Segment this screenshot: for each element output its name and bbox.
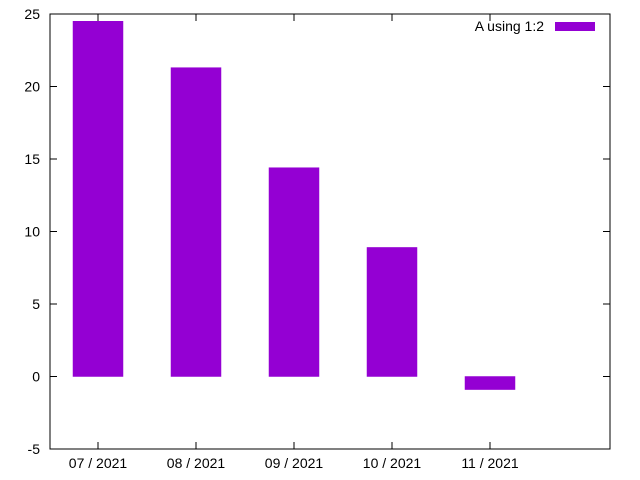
x-axis: 07 / 2021 08 / 2021 09 / 2021 10 / 2021 11 /… <box>69 14 519 471</box>
bar-10-2021 <box>366 247 418 377</box>
y-tick-label: 10 <box>24 224 40 240</box>
bar-09-2021 <box>268 167 320 377</box>
legend-swatch <box>555 22 595 31</box>
legend-label: A using 1:2 <box>475 18 544 34</box>
y-tick-label: 25 <box>24 6 40 22</box>
legend: A using 1:2 <box>475 18 595 34</box>
y-tick-label: 20 <box>24 79 40 95</box>
bar-08-2021 <box>170 67 222 377</box>
y-axis: -5 0 5 10 15 20 25 <box>24 6 610 457</box>
x-tick-label: 08 / 2021 <box>167 455 226 471</box>
y-tick-label: -5 <box>28 441 41 457</box>
bar-07-2021 <box>72 21 124 377</box>
y-tick-label: 15 <box>24 151 40 167</box>
y-tick-label: 5 <box>32 296 40 312</box>
plot-frame <box>49 13 611 450</box>
bar-series <box>72 21 516 390</box>
x-tick-label: 09 / 2021 <box>265 455 324 471</box>
x-tick-label: 11 / 2021 <box>461 455 519 471</box>
y-tick-label: 0 <box>32 369 40 385</box>
x-tick-label: 10 / 2021 <box>363 455 422 471</box>
x-tick-label: 07 / 2021 <box>69 455 128 471</box>
bar-11-2021 <box>464 376 516 390</box>
